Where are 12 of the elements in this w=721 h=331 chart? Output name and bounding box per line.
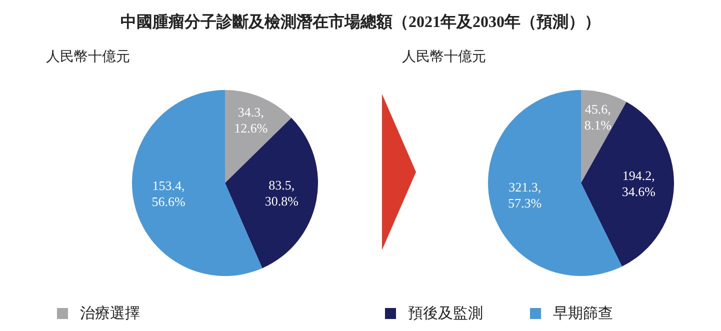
- data-label: 45.6, 8.1%: [584, 102, 612, 133]
- data-label: 83.5, 30.8%: [264, 177, 299, 208]
- legend-label: 早期篩查: [553, 304, 613, 323]
- data-label: 153.4, 56.6%: [152, 178, 186, 210]
- data-label: 34.3, 12.6%: [234, 104, 268, 136]
- data-label: 194.2, 34.6%: [622, 168, 656, 199]
- legend-label: 預後及監測: [408, 304, 483, 323]
- chart-subtitle: 人民幣十億元: [46, 48, 130, 66]
- legend-label: 治療選擇: [80, 304, 140, 323]
- chart-title: 中國腫瘤分子診斷及檢測潛在市場總額（2021年及2030年（預測））: [120, 12, 602, 33]
- data-label: 321.3, 57.3%: [508, 179, 542, 210]
- chart-subtitle: 人民幣十億元: [402, 48, 486, 66]
